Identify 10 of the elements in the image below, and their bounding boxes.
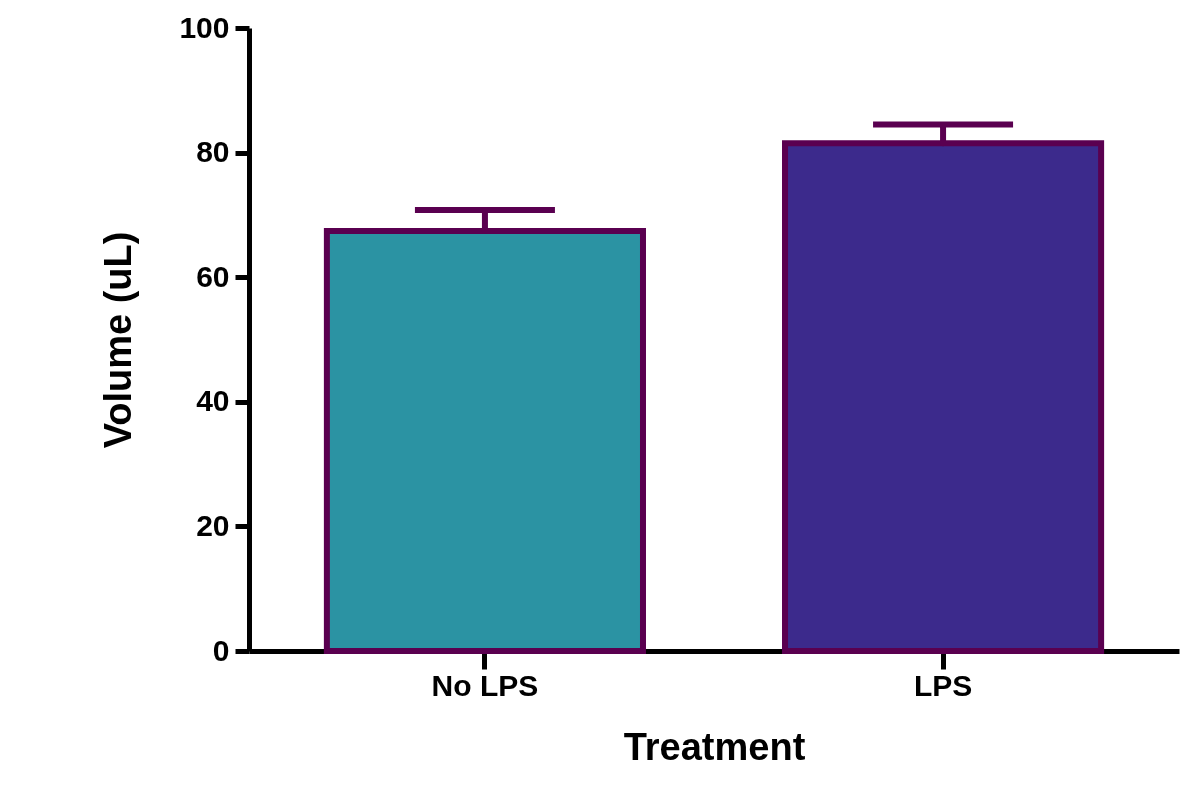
y-tick-label: 60 (196, 259, 230, 293)
x-tick-label: No LPS (431, 668, 539, 702)
y-tick-label: 80 (196, 135, 230, 169)
x-axis-title: Treatment (623, 725, 806, 768)
y-tick-label: 0 (212, 633, 230, 667)
y-tick-label: 20 (196, 508, 230, 542)
y-tick-label: 40 (196, 384, 230, 418)
y-axis-title: Volume (uL) (97, 231, 140, 449)
x-tick-label: LPS (913, 668, 973, 702)
y-tick-label: 100 (179, 10, 230, 44)
